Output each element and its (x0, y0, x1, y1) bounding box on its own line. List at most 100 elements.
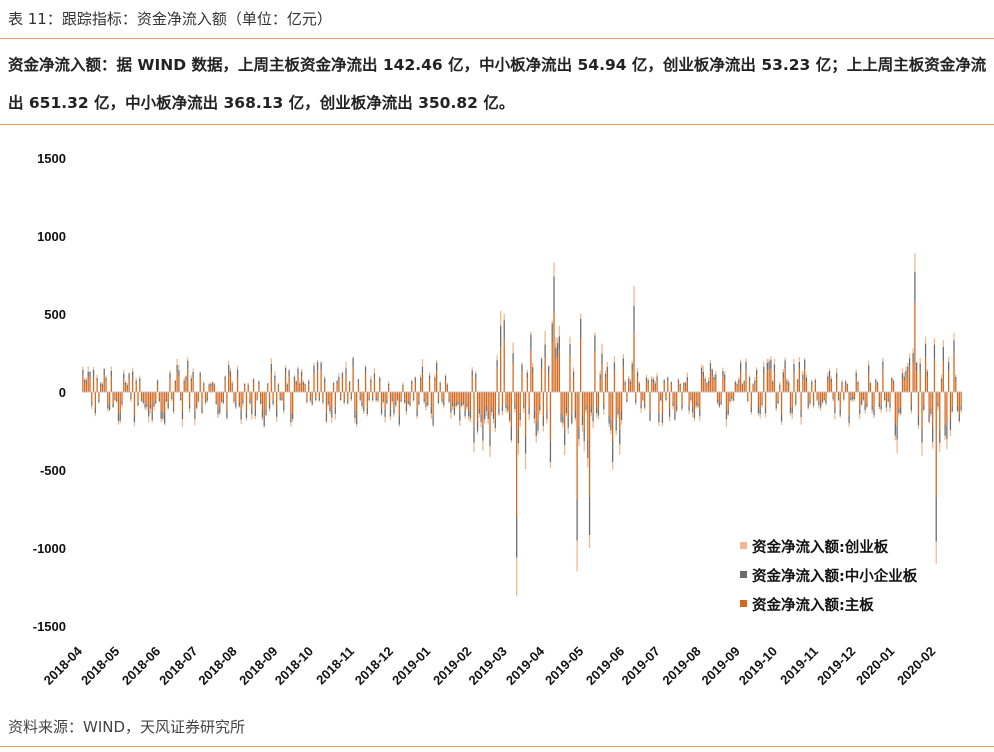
bar-chinext (178, 365, 180, 371)
bar-chinext (892, 379, 895, 381)
bar-sme (409, 402, 411, 406)
bar-chinext (549, 462, 552, 469)
bar-main (416, 392, 418, 409)
bar-main (439, 385, 441, 392)
bar-chinext (864, 409, 866, 414)
bar-chinext (306, 401, 308, 404)
bar-sme (277, 384, 280, 387)
bar-sme (548, 366, 550, 374)
bar-main (283, 392, 285, 405)
bar-chinext (197, 401, 200, 404)
bar-sme (889, 403, 891, 408)
bar-sme (160, 410, 162, 419)
bar-main (907, 372, 909, 392)
bar-main (812, 392, 815, 403)
bar-sme (604, 373, 607, 379)
bar-chinext (532, 363, 534, 368)
bar-chinext (94, 413, 96, 417)
bar-sme (615, 419, 617, 431)
bar-main (304, 386, 306, 392)
bar-sme (827, 376, 829, 381)
bar-main (258, 384, 260, 392)
bar-sme (935, 497, 937, 542)
bar-sme (116, 398, 118, 402)
bar-sme (702, 371, 704, 378)
bar-sme (725, 411, 728, 420)
bar-sme (891, 377, 893, 382)
bar-main (215, 392, 217, 401)
bar-chinext (180, 400, 182, 402)
bar-sme (153, 402, 155, 407)
bar-main (121, 392, 123, 401)
bar-main (98, 392, 100, 400)
bar-main (101, 386, 104, 392)
bar-sme (693, 411, 696, 419)
bar-main (382, 392, 384, 400)
bar-chinext (192, 368, 194, 372)
bar-chinext (228, 360, 230, 366)
bar-chinext (308, 379, 310, 382)
bar-main (802, 380, 804, 392)
bar-main (862, 392, 864, 398)
bar-sme (695, 401, 697, 406)
bar-main (587, 392, 589, 440)
bar-main (132, 377, 134, 392)
bar-sme (951, 406, 953, 412)
bar-chinext (247, 382, 249, 385)
bar-main (437, 392, 440, 400)
bar-chinext (251, 414, 253, 420)
bar-chinext (311, 404, 313, 406)
bar-sme (704, 378, 706, 383)
bar-sme (258, 381, 260, 385)
bar-main (903, 381, 905, 392)
bar-sme (244, 383, 246, 387)
bar-chinext (626, 401, 628, 403)
bar-sme (375, 397, 377, 401)
bar-sme (638, 383, 640, 386)
bar-chinext (620, 420, 623, 425)
bar-main (681, 392, 683, 405)
bar-main (240, 392, 242, 411)
bar-main (409, 392, 411, 403)
bar-main (720, 392, 722, 402)
bar-sme (274, 375, 276, 381)
bar-main (596, 392, 598, 407)
bar-sme (212, 382, 214, 385)
bar-sme (322, 399, 324, 403)
bar-main (542, 392, 544, 416)
bar-main (708, 383, 710, 392)
bar-main (350, 392, 352, 398)
bar-main (204, 392, 207, 400)
bar-main (206, 392, 208, 399)
bar-chinext (361, 406, 363, 409)
bar-chinext (91, 405, 93, 409)
bar-sme (188, 404, 191, 409)
bar-main (923, 392, 925, 405)
bar-sme (507, 406, 509, 411)
bar-chinext (357, 378, 360, 380)
bar-chinext (827, 372, 829, 377)
bar-sme (619, 429, 621, 445)
bar-sme (167, 403, 169, 409)
bar-main (503, 338, 505, 392)
bar-main (158, 392, 160, 399)
bar-main (425, 392, 427, 403)
bar-sme (585, 405, 587, 411)
bar-main (130, 392, 132, 398)
bar-main (352, 367, 354, 392)
bar-main (608, 392, 610, 416)
bar-main (185, 380, 187, 392)
bar-sme (94, 407, 96, 414)
bar-main (652, 383, 655, 392)
bar-chinext (164, 423, 166, 426)
bar-sme (823, 398, 825, 401)
bar-main (770, 368, 772, 392)
bar-main (331, 392, 333, 411)
y-tick-label: 1000 (37, 229, 66, 244)
bar-main (924, 356, 927, 392)
bar-main (780, 392, 783, 415)
bar-chinext (919, 357, 921, 364)
bar-chinext (772, 379, 774, 382)
bar-sme (844, 381, 847, 385)
bar-chinext (341, 371, 344, 373)
